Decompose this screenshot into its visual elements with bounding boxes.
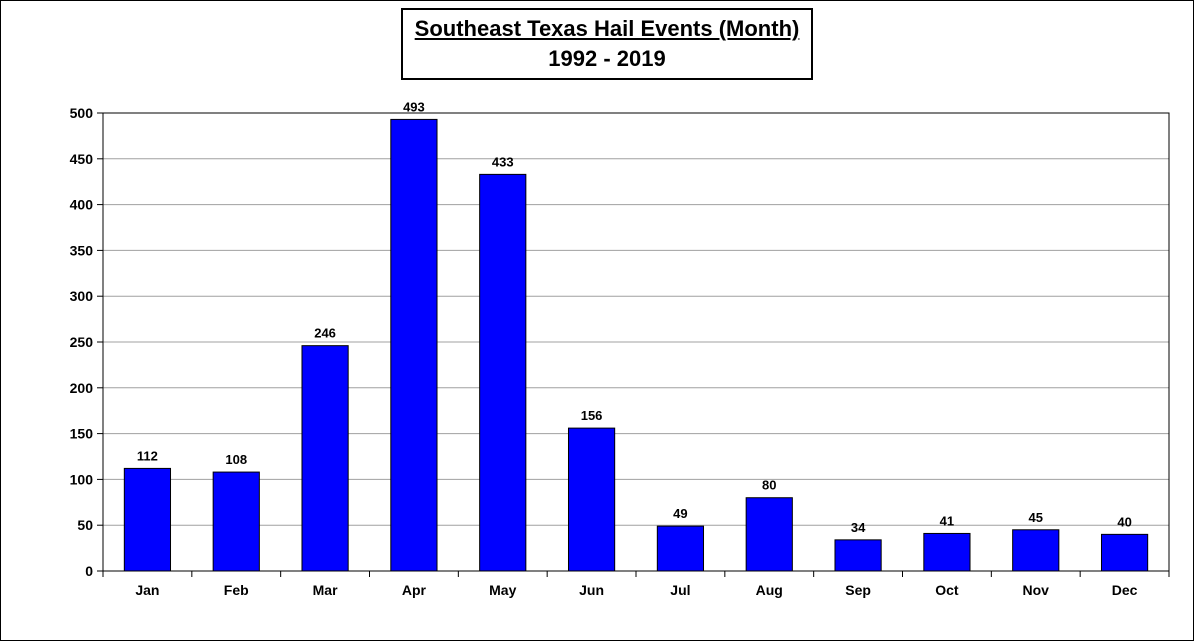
x-tick-label-may: May [489, 582, 516, 598]
data-label-nov: 45 [1029, 510, 1043, 525]
chart-title-box: Southeast Texas Hail Events (Month) 1992… [401, 8, 813, 80]
y-tick-label: 400 [70, 197, 94, 213]
bar-nov [1012, 529, 1060, 572]
data-label-mar: 246 [314, 326, 336, 341]
x-tick-label-jul: Jul [670, 582, 690, 598]
x-tick-label-apr: Apr [402, 582, 427, 598]
chart-title: Southeast Texas Hail Events (Month) [414, 16, 800, 41]
y-tick-label: 150 [70, 426, 94, 442]
x-tick-label-mar: Mar [313, 582, 338, 598]
data-label-apr: 493 [403, 99, 425, 114]
bar-oct [923, 532, 971, 572]
x-tick-label-feb: Feb [224, 582, 249, 598]
x-tick-label-sep: Sep [845, 582, 871, 598]
y-tick-label: 450 [70, 151, 94, 167]
x-tick-label-aug: Aug [756, 582, 783, 598]
y-tick-label: 100 [70, 471, 94, 487]
x-tick-label-oct: Oct [935, 582, 959, 598]
bar-apr [390, 118, 438, 572]
x-tick-label-dec: Dec [1112, 582, 1138, 598]
bar-sep [834, 539, 882, 572]
data-label-feb: 108 [225, 452, 247, 467]
bar-jun [567, 427, 616, 572]
x-tick-label-nov: Nov [1023, 582, 1050, 598]
data-label-jun: 156 [581, 408, 603, 423]
bar-feb [212, 471, 260, 572]
bar-jan [123, 467, 172, 572]
data-label-oct: 41 [940, 513, 954, 528]
y-tick-label: 500 [70, 105, 94, 121]
x-tick-label-jun: Jun [579, 582, 604, 598]
gridlines [103, 158, 1169, 526]
chart-subtitle: 1992 - 2019 [548, 46, 666, 71]
y-tick-label: 250 [70, 334, 94, 350]
data-label-may: 433 [492, 154, 514, 169]
data-label-aug: 80 [762, 478, 776, 493]
y-tick-label: 0 [85, 563, 93, 579]
y-tick-label: 350 [70, 242, 94, 258]
y-tick-label: 200 [70, 380, 94, 396]
y-tick-label: 50 [77, 517, 93, 533]
axes [97, 112, 1170, 577]
bars [123, 118, 1149, 572]
bar-may [479, 173, 527, 572]
labels: 0 50 100 150 200 250 300 350 400 450 500 112 Jan 108 F… [70, 99, 1138, 598]
x-tick-label-jan: Jan [135, 582, 159, 598]
data-label-sep: 34 [851, 520, 866, 535]
y-tick-label: 300 [70, 288, 94, 304]
bar-aug [745, 497, 793, 572]
bar-jul [656, 525, 705, 572]
data-label-dec: 40 [1117, 514, 1131, 529]
data-label-jan: 112 [137, 448, 158, 463]
data-label-jul: 49 [673, 506, 687, 521]
bar-mar [301, 345, 349, 572]
bar-dec [1100, 533, 1149, 572]
